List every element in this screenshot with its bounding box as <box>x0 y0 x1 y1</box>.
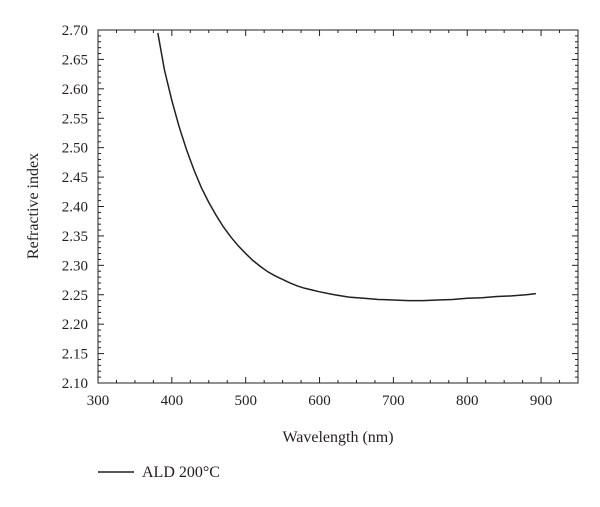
y-tick-label: 2.60 <box>62 82 88 98</box>
series-line-ald-200c <box>157 32 537 302</box>
x-tick-label: 600 <box>308 393 331 409</box>
x-tick-label: 400 <box>161 393 184 409</box>
x-tick-label: 300 <box>87 393 110 409</box>
y-axis-title: Refractive index <box>25 153 42 259</box>
axis-ticks <box>97 29 579 384</box>
x-tick-label: 900 <box>530 393 553 409</box>
y-tick-label: 2.30 <box>62 258 88 274</box>
legend: ALD 200°C <box>98 464 220 481</box>
y-tick-label: 2.65 <box>62 52 88 68</box>
x-tick-label: 800 <box>456 393 479 409</box>
y-tick-label: 2.70 <box>62 23 88 39</box>
y-tick-label: 2.55 <box>62 111 88 127</box>
y-tick-label: 2.45 <box>62 170 88 186</box>
x-tick-label: 500 <box>234 393 257 409</box>
y-tick-label: 2.20 <box>62 317 88 333</box>
y-tick-label: 2.10 <box>62 376 88 392</box>
legend-label: ALD 200°C <box>142 464 220 481</box>
y-tick-label: 2.25 <box>62 288 88 304</box>
axis-tick-labels: 300 400 500 600 700 800 900 2.10 2.15 2.20 2.25 2.3… <box>62 23 553 409</box>
y-tick-label: 2.40 <box>62 200 88 216</box>
x-axis-title: Wavelength (nm) <box>282 429 393 446</box>
plot-frame <box>97 29 579 384</box>
y-tick-label: 2.35 <box>62 229 88 245</box>
y-tick-label: 2.50 <box>62 141 88 157</box>
y-tick-label: 2.15 <box>62 347 88 363</box>
x-tick-label: 700 <box>382 393 405 409</box>
